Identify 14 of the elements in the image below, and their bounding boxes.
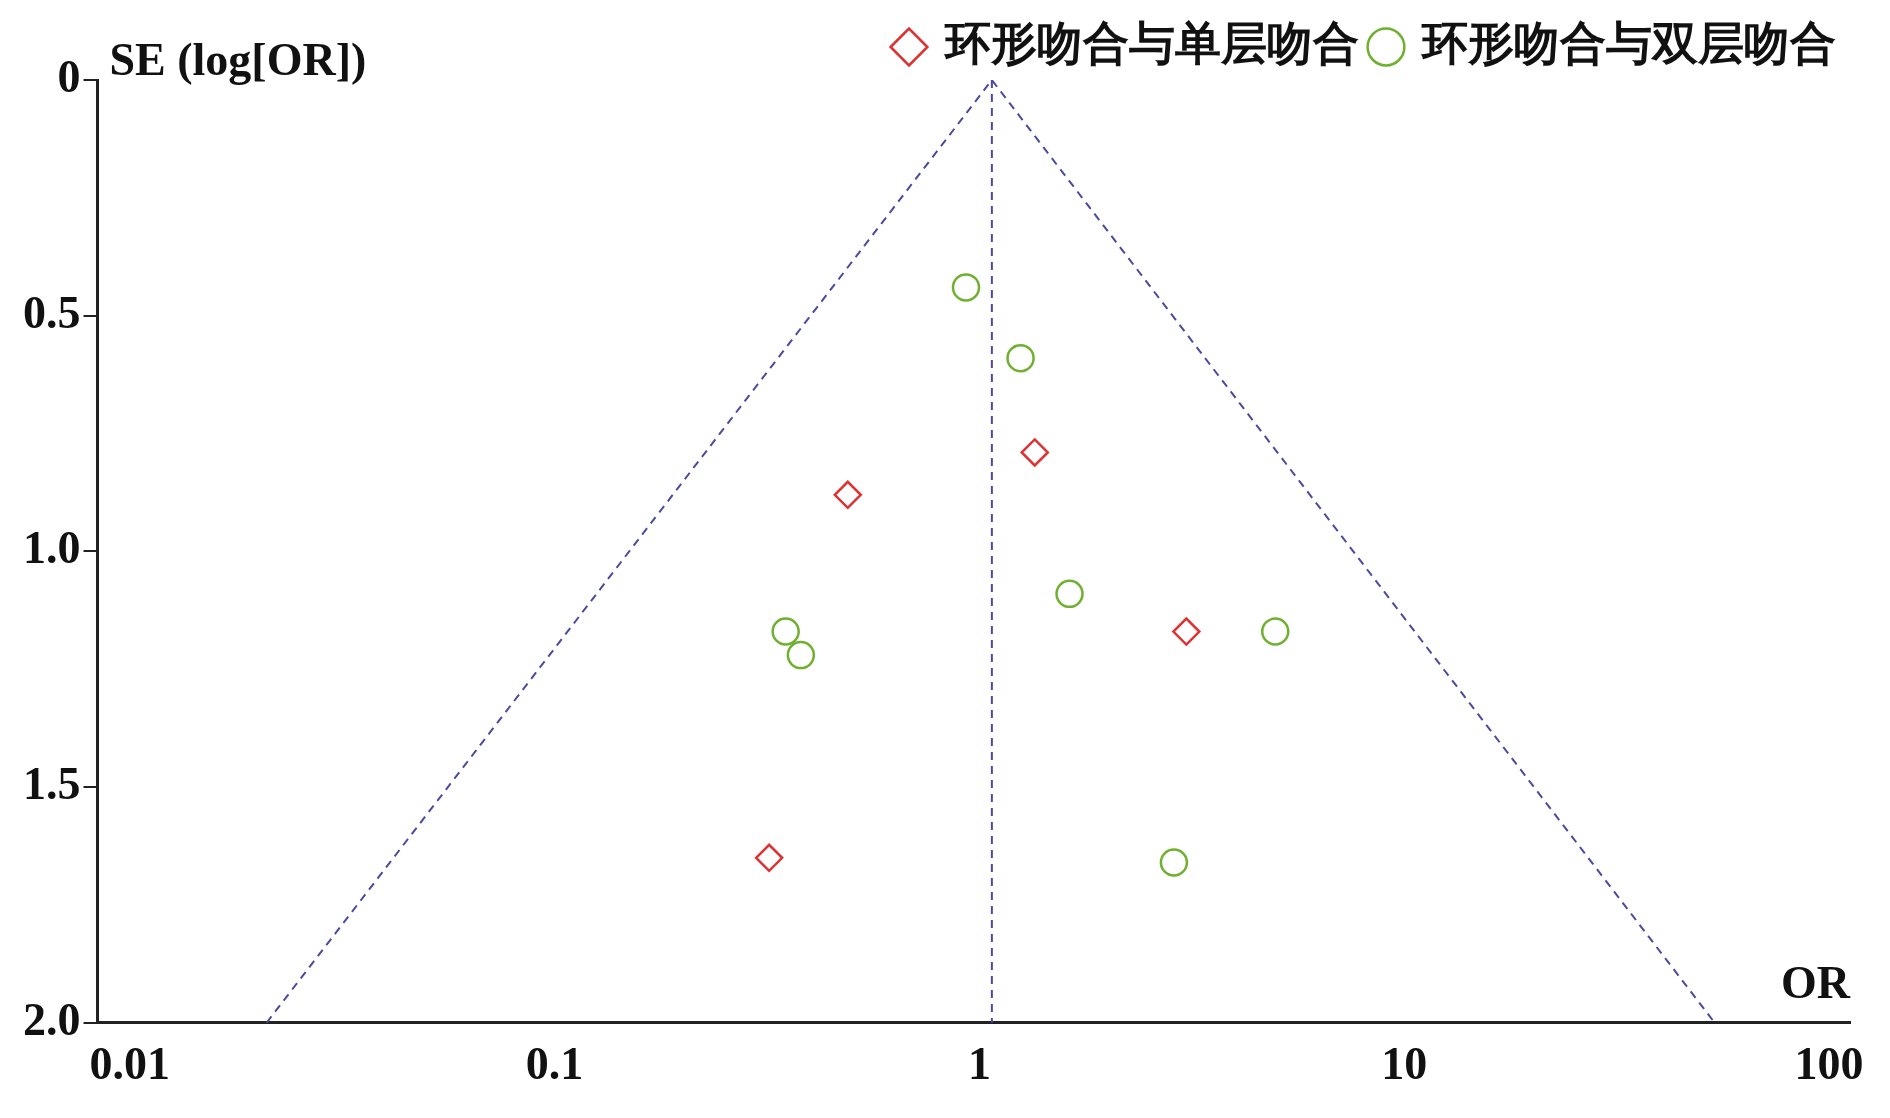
x-axis-title: OR (1781, 956, 1851, 1008)
x-tick-label: 100 (1794, 1038, 1864, 1090)
y-tick-label: 0.5 (23, 286, 81, 338)
y-tick-label: 2.0 (23, 993, 81, 1045)
x-tick-label: 1 (967, 1038, 991, 1090)
x-tick-label: 0.1 (525, 1038, 584, 1090)
y-tick-label: 1.5 (23, 757, 81, 809)
legend-label: 环形吻合与双层吻合 (1420, 17, 1836, 69)
y-tick-label: 1.0 (23, 522, 81, 574)
x-tick-label: 0.01 (89, 1038, 170, 1090)
y-axis-title: SE (log[OR]) (109, 33, 367, 85)
legend-label: 环形吻合与单层吻合 (943, 17, 1359, 69)
y-tick-label: 0 (57, 50, 81, 102)
x-tick-label: 10 (1381, 1038, 1428, 1090)
